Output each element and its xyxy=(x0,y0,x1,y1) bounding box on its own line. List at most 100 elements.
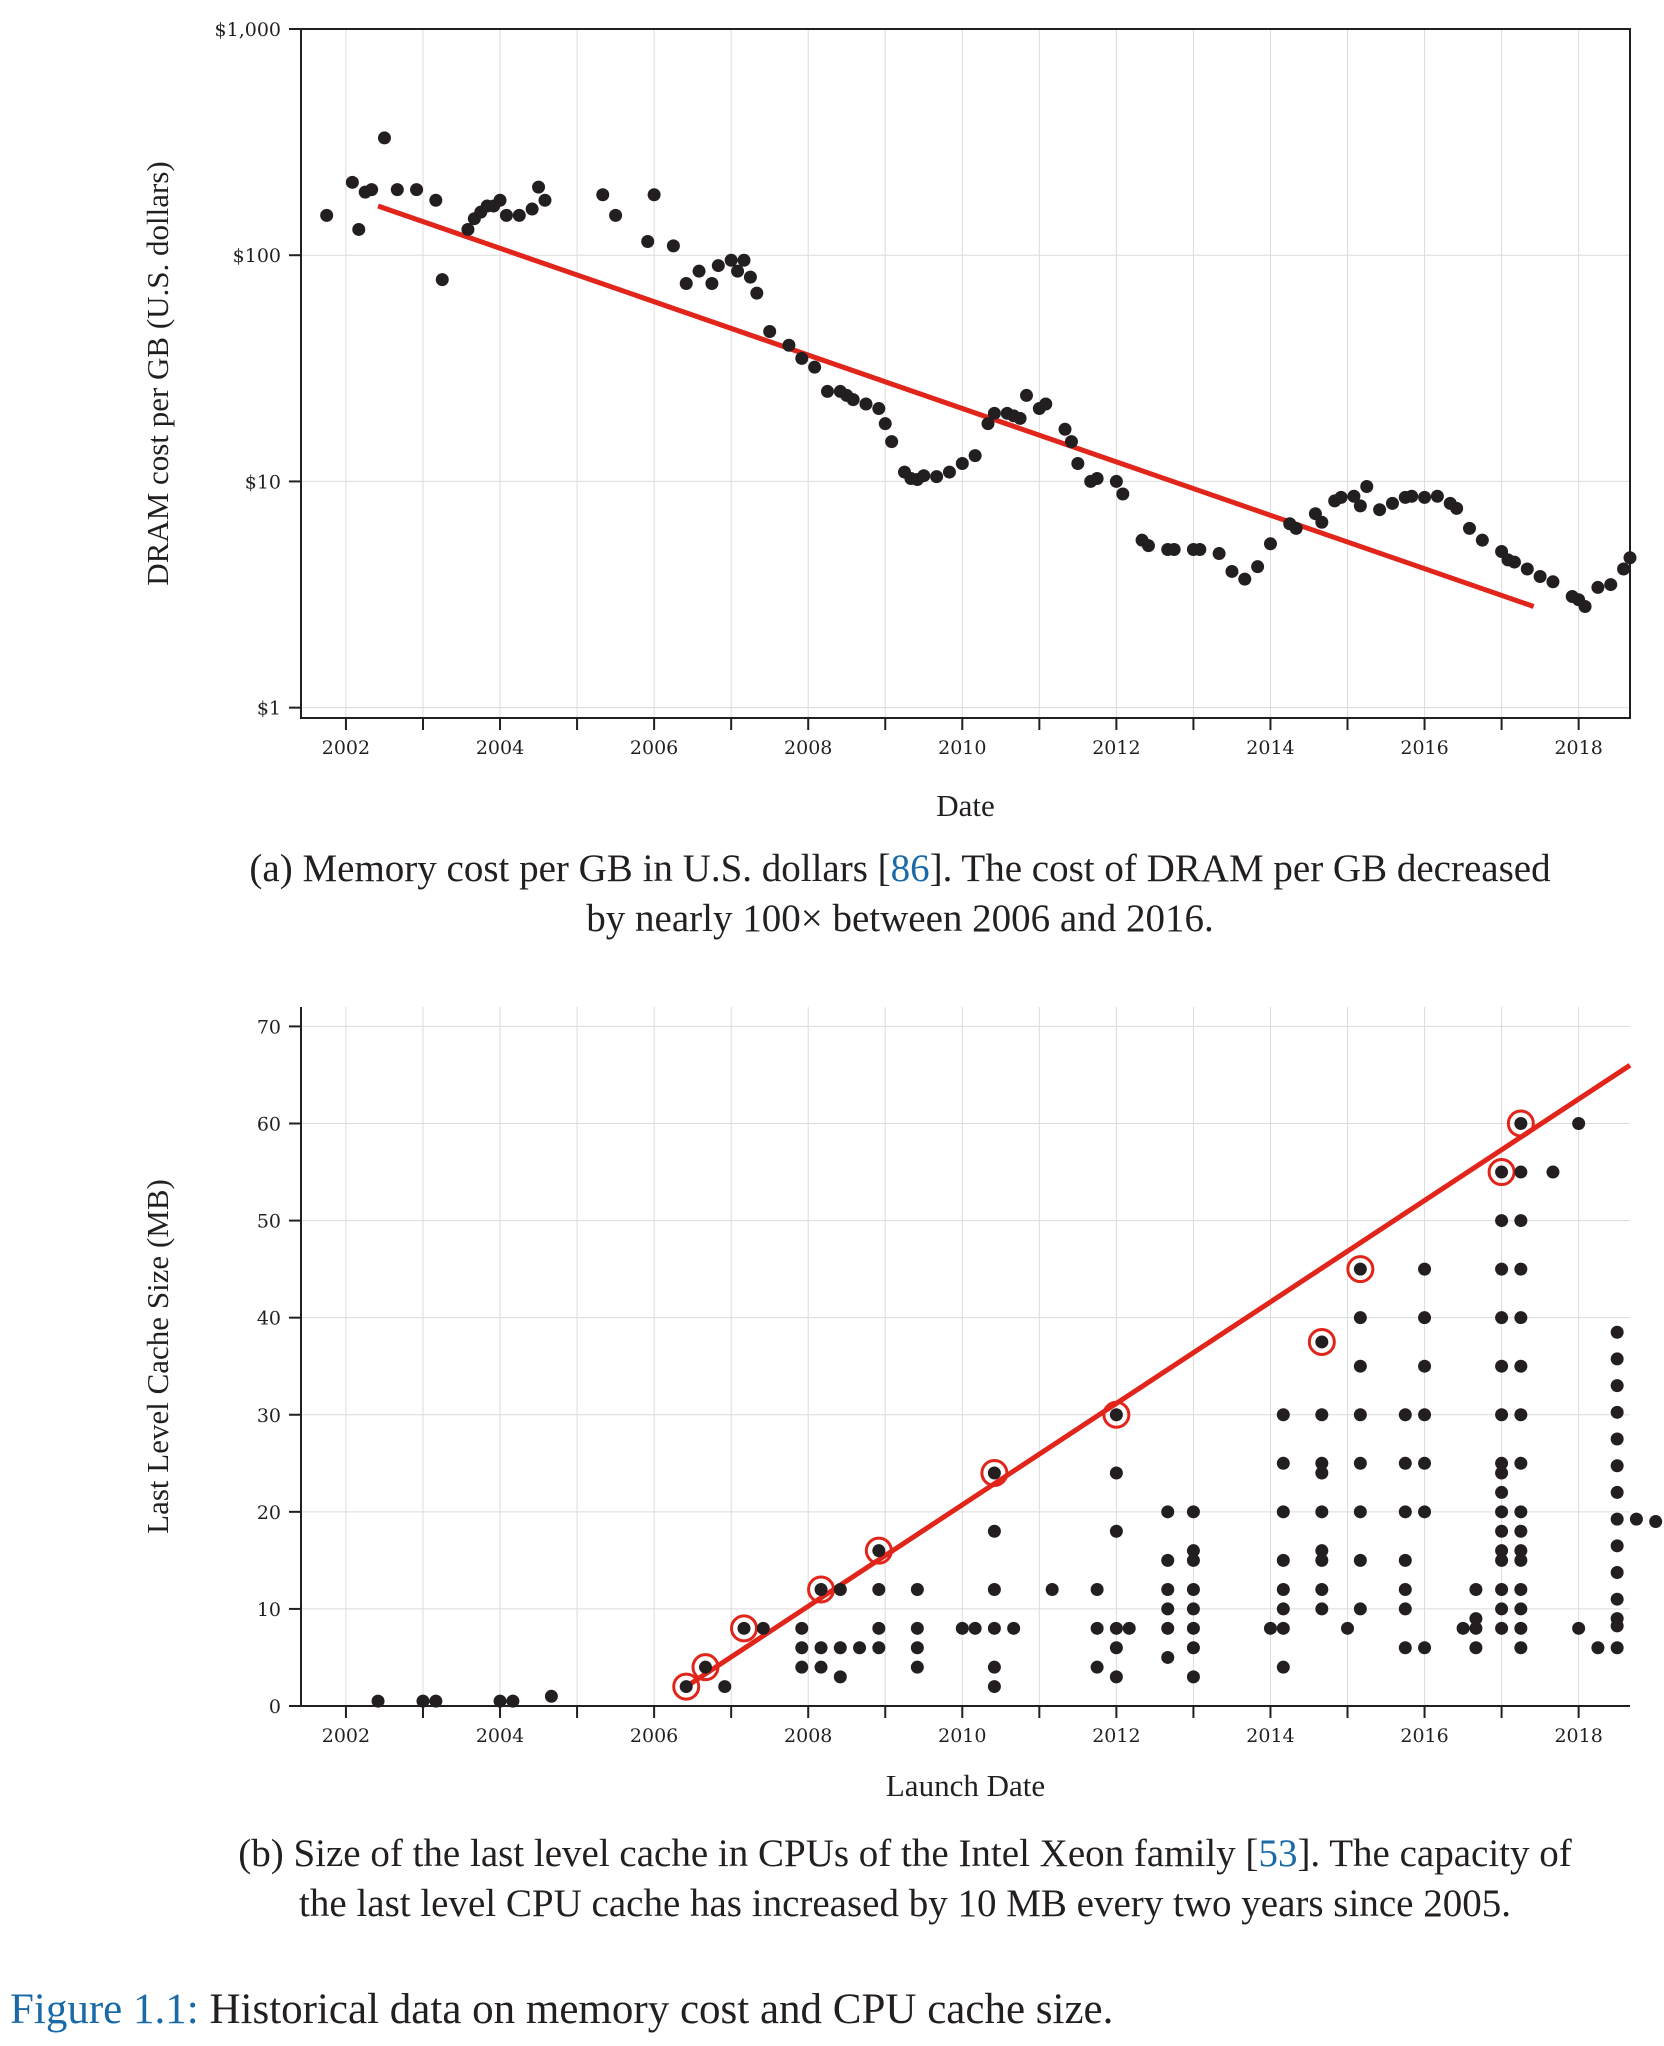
data-point xyxy=(1591,1641,1605,1655)
data-point xyxy=(1495,1165,1509,1179)
data-point xyxy=(1315,1602,1329,1616)
data-point xyxy=(1193,543,1207,557)
data-point xyxy=(795,1660,809,1674)
x-tick-label: 2008 xyxy=(784,1725,832,1747)
x-tick-label: 2016 xyxy=(1400,737,1448,759)
y-tick-label: 20 xyxy=(257,1502,281,1524)
y-tick-label: 60 xyxy=(257,1114,281,1136)
data-point xyxy=(930,470,944,484)
data-point xyxy=(679,1680,693,1694)
data-point xyxy=(1109,1670,1123,1684)
data-point xyxy=(1276,1456,1290,1470)
data-point xyxy=(942,465,956,479)
caption-b: (b) Size of the last level cache in CPUs… xyxy=(150,1829,1660,1929)
data-point xyxy=(371,1694,385,1708)
data-point xyxy=(1610,1432,1624,1446)
data-point xyxy=(1610,1485,1624,1499)
data-point xyxy=(1418,1311,1432,1325)
caption-a-line2: by nearly 100× between 2006 and 2016. xyxy=(586,897,1214,940)
data-point xyxy=(1610,1592,1624,1606)
data-point xyxy=(910,1621,924,1635)
x-tick-label: 2002 xyxy=(322,1725,370,1747)
data-point xyxy=(1418,490,1432,504)
x-tick-label: 2004 xyxy=(476,737,524,759)
data-point xyxy=(1013,411,1027,425)
data-point xyxy=(1514,1262,1528,1276)
data-point xyxy=(429,193,443,207)
data-point xyxy=(1141,539,1155,553)
y-axis-title: DRAM cost per GB (U.S. dollars) xyxy=(140,161,175,586)
dram-cost-chart: 2002 2004 2006 2008 2010 2012 2014 2016 2018 $1 $1… xyxy=(140,19,1637,823)
x-tick-label: 2012 xyxy=(1092,1725,1140,1747)
y-tick-label: 0 xyxy=(269,1696,281,1718)
data-point xyxy=(1315,1583,1329,1596)
data-point xyxy=(410,183,424,197)
data-point xyxy=(731,264,745,278)
caption-a-ref-link[interactable]: 86 xyxy=(890,847,930,890)
data-point xyxy=(1520,562,1534,576)
data-point xyxy=(1353,1408,1367,1422)
data-point xyxy=(320,208,334,222)
data-point xyxy=(814,1641,828,1655)
data-point xyxy=(506,1694,520,1708)
data-point xyxy=(1610,1641,1624,1655)
data-point xyxy=(737,1621,751,1635)
data-point xyxy=(544,1689,558,1703)
data-point xyxy=(1276,1583,1290,1596)
data-point xyxy=(1373,503,1387,517)
data-point xyxy=(1225,564,1239,578)
data-point xyxy=(1507,555,1521,569)
data-point xyxy=(1341,1621,1355,1635)
data-point xyxy=(1418,1408,1432,1422)
y-tick-label: 70 xyxy=(257,1016,281,1038)
data-point xyxy=(429,1694,443,1708)
data-point xyxy=(1495,1583,1509,1596)
data-point xyxy=(846,393,860,407)
data-point xyxy=(833,1583,847,1596)
x-tick-label: 2008 xyxy=(784,737,832,759)
caption-b-ref-link[interactable]: 53 xyxy=(1258,1832,1298,1875)
x-tick-label: 2006 xyxy=(630,1725,678,1747)
data-point xyxy=(435,273,449,287)
data-point xyxy=(1462,521,1476,535)
data-point xyxy=(1385,496,1399,510)
y-tick-label: $1,000 xyxy=(215,19,281,41)
data-point xyxy=(1122,1621,1136,1635)
data-point xyxy=(1186,1670,1200,1684)
x-tick-label: 2010 xyxy=(938,737,986,759)
data-point xyxy=(1186,1544,1200,1558)
data-point xyxy=(538,193,552,207)
data-point xyxy=(1514,1641,1528,1655)
data-point xyxy=(377,131,391,145)
x-tick-label: 2014 xyxy=(1246,737,1294,759)
data-point xyxy=(1315,1456,1329,1470)
data-point xyxy=(1514,1621,1528,1635)
data-point xyxy=(853,1641,867,1655)
data-point xyxy=(981,417,995,431)
data-point xyxy=(1353,1505,1367,1519)
figure-label[interactable]: Figure 1.1: xyxy=(10,1986,199,2033)
data-point xyxy=(1064,435,1078,449)
caption-b-prefix: (b) Size of the last level cache in CPUs… xyxy=(238,1832,1259,1875)
data-point xyxy=(1315,1553,1329,1567)
data-point xyxy=(1039,397,1053,411)
data-point xyxy=(1161,1553,1175,1567)
data-point xyxy=(1546,1165,1560,1179)
data-point xyxy=(1347,489,1361,503)
data-point xyxy=(885,435,899,449)
data-point xyxy=(609,208,623,222)
data-point xyxy=(718,1680,732,1694)
data-point xyxy=(1353,1311,1367,1325)
data-point xyxy=(1353,1602,1367,1616)
y-tick-label: 10 xyxy=(257,1599,281,1621)
data-point xyxy=(512,208,526,222)
data-point xyxy=(1514,1524,1528,1538)
data-point xyxy=(1610,1512,1624,1526)
data-point xyxy=(987,1621,1001,1635)
data-point xyxy=(1469,1612,1483,1626)
data-point xyxy=(782,338,796,352)
highlight-ring xyxy=(691,1653,720,1682)
data-point xyxy=(1418,1262,1432,1276)
caption-a-prefix: (a) Memory cost per GB in U.S. dollars [ xyxy=(249,847,891,890)
y-tick-label: $10 xyxy=(245,471,281,493)
